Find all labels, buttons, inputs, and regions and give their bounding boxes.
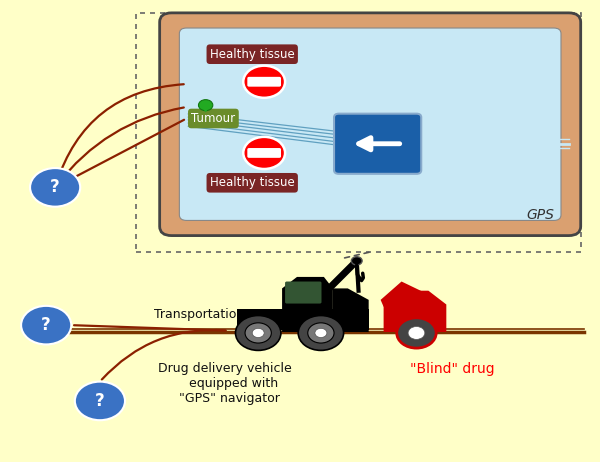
FancyBboxPatch shape xyxy=(160,13,581,236)
Circle shape xyxy=(408,327,425,340)
Circle shape xyxy=(243,137,285,169)
Polygon shape xyxy=(282,277,333,332)
Circle shape xyxy=(308,323,334,343)
Circle shape xyxy=(252,328,264,338)
Text: ?: ? xyxy=(41,316,51,334)
Text: ?: ? xyxy=(50,178,60,196)
Circle shape xyxy=(315,328,327,338)
Circle shape xyxy=(199,100,213,111)
Polygon shape xyxy=(380,281,425,307)
Text: ?: ? xyxy=(95,392,105,410)
FancyBboxPatch shape xyxy=(179,28,561,220)
Polygon shape xyxy=(383,291,446,332)
Text: Drug delivery vehicle
    equipped with
  "GPS" navigator: Drug delivery vehicle equipped with "GPS… xyxy=(158,362,292,405)
Text: Healthy tissue: Healthy tissue xyxy=(210,48,295,61)
Circle shape xyxy=(30,168,80,207)
Text: GPS: GPS xyxy=(526,208,554,222)
Circle shape xyxy=(21,306,71,345)
FancyBboxPatch shape xyxy=(237,309,368,330)
FancyBboxPatch shape xyxy=(334,114,421,174)
FancyBboxPatch shape xyxy=(247,77,281,87)
Polygon shape xyxy=(202,106,210,113)
Text: Tumour: Tumour xyxy=(191,112,235,125)
Circle shape xyxy=(235,316,281,350)
Circle shape xyxy=(298,316,344,350)
Polygon shape xyxy=(333,288,368,332)
Circle shape xyxy=(397,318,436,348)
Circle shape xyxy=(75,382,125,420)
FancyBboxPatch shape xyxy=(247,148,281,158)
Text: "Blind" drug: "Blind" drug xyxy=(410,362,494,376)
Text: Healthy tissue: Healthy tissue xyxy=(210,176,295,189)
Circle shape xyxy=(352,257,362,265)
Text: Transportation routes: Transportation routes xyxy=(154,308,287,321)
Circle shape xyxy=(245,323,271,343)
FancyBboxPatch shape xyxy=(285,281,322,304)
Circle shape xyxy=(243,66,285,98)
